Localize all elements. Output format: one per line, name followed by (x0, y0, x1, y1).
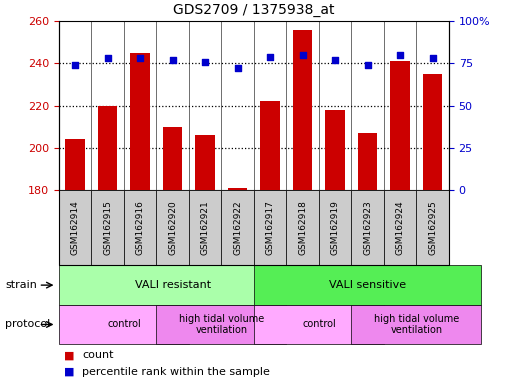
Bar (358, 133, 378, 190)
Point (331, 57, 339, 63)
Text: GSM162921: GSM162921 (201, 200, 210, 255)
Text: GSM162915: GSM162915 (103, 200, 112, 255)
Point (169, 57, 177, 63)
Text: GSM162925: GSM162925 (428, 200, 437, 255)
Point (136, 55, 144, 61)
Text: ■: ■ (64, 367, 74, 377)
Text: GSM162917: GSM162917 (266, 200, 274, 255)
Text: high tidal volume
ventilation: high tidal volume ventilation (374, 314, 459, 335)
Bar (66, 139, 85, 190)
Text: GSM162922: GSM162922 (233, 200, 242, 255)
Text: GSM162920: GSM162920 (168, 200, 177, 255)
Point (104, 55, 112, 61)
Text: protocol: protocol (5, 319, 50, 329)
Text: GSM162914: GSM162914 (71, 200, 80, 255)
Bar (130, 53, 150, 190)
Bar (98, 106, 117, 190)
Text: GSM162924: GSM162924 (396, 200, 405, 255)
Bar (163, 127, 183, 190)
Point (71, 62, 80, 68)
Text: percentile rank within the sample: percentile rank within the sample (82, 367, 270, 377)
Text: count: count (82, 350, 113, 360)
Title: GDS2709 / 1375938_at: GDS2709 / 1375938_at (173, 3, 334, 17)
Text: high tidal volume
ventilation: high tidal volume ventilation (179, 314, 264, 335)
Point (428, 55, 437, 61)
Text: GSM162918: GSM162918 (298, 200, 307, 255)
Text: control: control (107, 319, 141, 329)
Text: GSM162916: GSM162916 (136, 200, 145, 255)
Bar (195, 135, 215, 190)
Bar (293, 30, 312, 190)
Text: strain: strain (5, 280, 37, 290)
Point (201, 59, 209, 65)
Point (299, 52, 307, 58)
Point (266, 53, 274, 60)
Bar (325, 110, 345, 190)
Text: VALI resistant: VALI resistant (134, 280, 211, 290)
Text: ■: ■ (64, 350, 74, 360)
Text: control: control (302, 319, 336, 329)
Bar (390, 61, 410, 190)
Text: GSM162923: GSM162923 (363, 200, 372, 255)
Point (396, 52, 404, 58)
Point (233, 65, 242, 71)
Text: VALI sensitive: VALI sensitive (329, 280, 406, 290)
Bar (261, 101, 280, 190)
Bar (423, 74, 442, 190)
Bar (228, 188, 247, 190)
Text: GSM162919: GSM162919 (331, 200, 340, 255)
Point (364, 62, 372, 68)
